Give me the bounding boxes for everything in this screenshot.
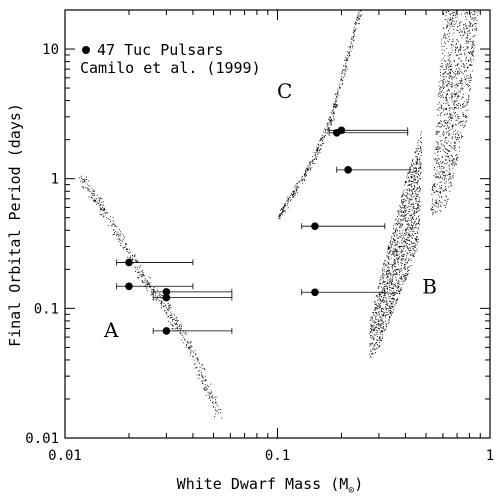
simulation-regions <box>79 10 479 419</box>
x-axis-title-suffix: ) <box>354 475 363 493</box>
region-label-a: A <box>103 318 119 342</box>
region-label-c: C <box>277 79 292 103</box>
region-dot-field <box>369 131 423 359</box>
pulsar-marker <box>332 128 341 137</box>
labels: A B C <box>103 79 437 342</box>
region-b-dots <box>369 131 423 359</box>
pulsar-point <box>116 282 194 291</box>
x-tick-label: 0.01 <box>48 448 82 464</box>
pulsar-point <box>152 293 233 302</box>
pulsar-marker <box>125 282 133 291</box>
pulsar-marker <box>162 288 171 296</box>
pulsar-point <box>152 327 233 335</box>
legend-line-1: 47 Tuc Pulsars <box>97 41 223 59</box>
y-axis-title: Final Orbital Period (days) <box>6 103 24 347</box>
y-tick-label: 10 <box>42 42 59 58</box>
region-label-b: B <box>422 275 437 299</box>
legend-marker <box>82 46 90 54</box>
pulsar-marker <box>311 222 319 231</box>
pulsar-point <box>301 288 386 297</box>
x-tick-label: 0.1 <box>265 448 290 464</box>
x-tick-label: 1 <box>486 448 494 464</box>
pulsar-point <box>301 222 386 231</box>
pulsar-point <box>116 258 194 267</box>
pulsar-marker <box>125 258 133 267</box>
y-tick-label: 1 <box>51 172 59 188</box>
region-dot-field <box>79 175 223 419</box>
x-axis-title-main: White Dwarf Mass (M <box>177 475 349 493</box>
pulsar-marker <box>311 288 319 297</box>
pulsar-point <box>152 288 233 296</box>
pulsar-marker <box>344 166 352 174</box>
x-axis-title: White Dwarf Mass (M⊙) <box>177 475 364 496</box>
pulsar-marker <box>162 327 171 335</box>
legend: 47 Tuc Pulsars Camilo et al. (1999) <box>80 41 261 77</box>
axes: 0.01 0.1 1 0.01 0.1 1 10 <box>25 9 494 464</box>
region-a-dots <box>79 175 223 419</box>
y-tick-label: 0.01 <box>25 431 59 447</box>
pulsar-point <box>328 128 409 137</box>
y-tick-label: 0.1 <box>34 301 59 317</box>
pulsar-point <box>336 166 411 174</box>
x-axis-title-solar-symbol: ⊙ <box>348 485 354 496</box>
legend-line-2: Camilo et al. (1999) <box>80 59 261 77</box>
pulsar-data-points <box>116 126 411 335</box>
pulsar-marker <box>162 293 171 302</box>
